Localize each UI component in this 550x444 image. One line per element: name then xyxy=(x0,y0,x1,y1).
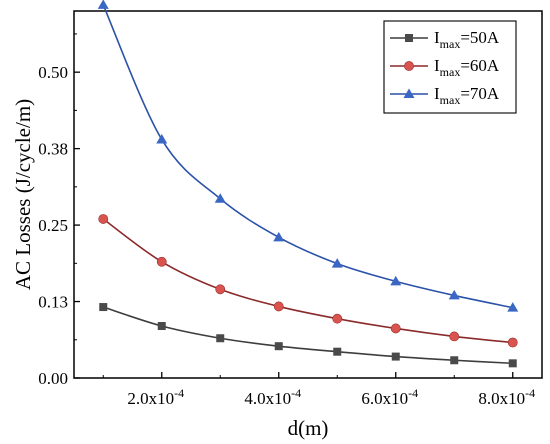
x-tick-mantissa: 2.0x10 xyxy=(127,389,174,408)
x-tick-mantissa: 8.0x10 xyxy=(478,389,525,408)
data-point xyxy=(97,0,109,9)
data-point xyxy=(449,331,460,342)
data-point xyxy=(390,323,401,334)
legend-marker xyxy=(404,61,414,71)
legend-label-rest: =60A xyxy=(460,56,500,75)
data-point xyxy=(450,356,459,365)
data-point xyxy=(333,347,342,356)
x-tick-label: 6.0x10-4 xyxy=(361,386,418,408)
x-tick-mantissa: 4.0x10 xyxy=(244,389,291,408)
x-tick-label: 8.0x10-4 xyxy=(478,386,535,408)
data-point xyxy=(99,303,108,312)
data-point xyxy=(214,193,226,203)
x-axis: 2.0x10-4 4.0x10-4 6.0x10-4 8.0x10-4 xyxy=(102,372,535,408)
x-tick-exponent: -4 xyxy=(291,386,301,400)
legend-label-main: I xyxy=(434,84,440,103)
data-point xyxy=(391,352,400,361)
data-point xyxy=(215,284,226,295)
series-0 xyxy=(99,303,517,368)
data-point xyxy=(273,301,284,312)
data-point xyxy=(507,337,518,348)
x-tick-exponent: -4 xyxy=(408,386,418,400)
legend-item: Imax=60A xyxy=(390,56,500,79)
y-tick-label: 0.25 xyxy=(38,216,68,235)
data-point xyxy=(216,334,225,343)
legend-label-sub: max xyxy=(440,37,461,51)
legend-label-sub: max xyxy=(440,65,461,79)
data-point xyxy=(98,214,109,224)
data-point xyxy=(157,322,166,331)
series-layer xyxy=(97,0,519,368)
data-point xyxy=(156,256,167,267)
x-tick-label: 2.0x10-4 xyxy=(127,386,184,408)
legend-marker xyxy=(403,88,415,98)
x-tick-exponent: -4 xyxy=(525,386,535,400)
legend-label-rest: =70A xyxy=(460,84,500,103)
legend-label-rest: =50A xyxy=(460,28,500,47)
series-2 xyxy=(97,0,519,312)
data-point xyxy=(274,342,283,351)
data-point xyxy=(508,359,517,368)
data-point xyxy=(448,289,460,300)
legend-label-sub: max xyxy=(440,93,461,107)
x-tick-exponent: -4 xyxy=(174,386,184,400)
legend-label-main: I xyxy=(434,28,440,47)
data-point xyxy=(331,258,343,268)
series-1 xyxy=(98,214,518,348)
legend-label: Imax=70A xyxy=(434,84,500,107)
x-tick-label: 4.0x10-4 xyxy=(244,386,301,408)
y-tick-label: 0.38 xyxy=(38,140,68,159)
y-tick-label: 0.50 xyxy=(38,63,68,82)
legend-item: Imax=70A xyxy=(390,84,500,107)
legend-label: Imax=60A xyxy=(434,56,500,79)
legend-marker xyxy=(405,34,413,42)
y-axis-label: AC Losses (J/cycle/m) xyxy=(11,99,35,290)
x-axis-label: d(m) xyxy=(288,416,329,440)
legend-label-main: I xyxy=(434,56,440,75)
y-axis: 0.00 0.13 0.25 0.38 0.50 xyxy=(38,33,80,388)
y-tick-label: 0.00 xyxy=(38,369,68,388)
data-point xyxy=(507,302,519,312)
legend-label: Imax=50A xyxy=(434,28,500,51)
series-line xyxy=(103,306,513,365)
plot-frame xyxy=(73,10,543,379)
data-point xyxy=(390,275,402,286)
legend-item: Imax=50A xyxy=(390,28,500,51)
data-point xyxy=(273,231,285,242)
data-point xyxy=(156,133,168,144)
data-point xyxy=(332,313,343,324)
x-tick-mantissa: 6.0x10 xyxy=(361,389,408,408)
y-tick-label: 0.13 xyxy=(38,293,68,312)
